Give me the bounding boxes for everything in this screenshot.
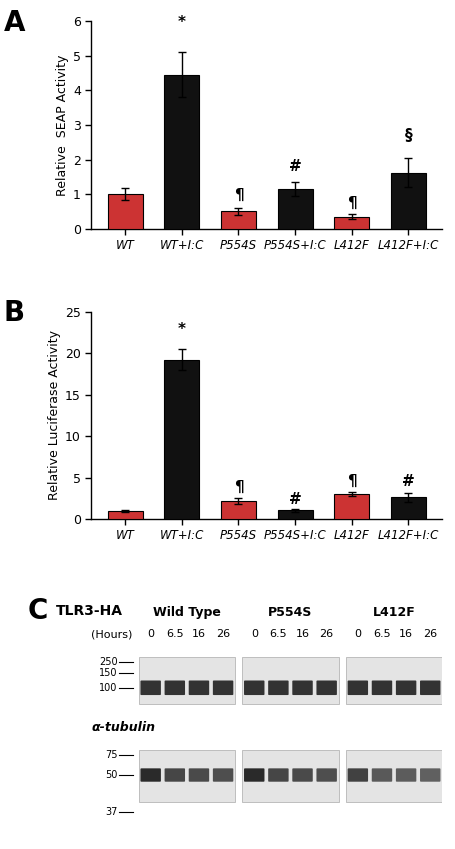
Text: *: *: [177, 323, 185, 337]
Bar: [107, 194, 142, 228]
FancyBboxPatch shape: [371, 768, 391, 782]
Text: #: #: [401, 474, 414, 488]
Text: L412F: L412F: [372, 606, 415, 619]
Text: 16: 16: [192, 629, 206, 639]
Text: 37: 37: [105, 807, 117, 817]
Bar: [220, 501, 255, 519]
Bar: [242, 750, 338, 802]
Text: 100: 100: [99, 683, 117, 693]
Text: 0: 0: [147, 629, 154, 639]
Text: 6.5: 6.5: [269, 629, 287, 639]
FancyBboxPatch shape: [243, 681, 264, 695]
Text: 26: 26: [422, 629, 436, 639]
Bar: [107, 511, 142, 519]
Text: ¶: ¶: [346, 196, 356, 211]
Text: 26: 26: [216, 629, 230, 639]
Text: C: C: [28, 597, 48, 625]
Bar: [220, 211, 255, 228]
Bar: [138, 657, 235, 705]
Bar: [345, 750, 441, 802]
Text: 75: 75: [105, 750, 117, 760]
FancyBboxPatch shape: [292, 768, 312, 782]
Text: 50: 50: [105, 770, 117, 780]
Text: 16: 16: [295, 629, 309, 639]
Bar: [242, 657, 338, 705]
Text: A: A: [4, 8, 25, 37]
FancyBboxPatch shape: [212, 681, 233, 695]
FancyBboxPatch shape: [316, 768, 336, 782]
Bar: [138, 750, 235, 802]
FancyBboxPatch shape: [268, 768, 288, 782]
Text: 6.5: 6.5: [166, 629, 183, 639]
Bar: [334, 216, 369, 228]
FancyBboxPatch shape: [347, 768, 367, 782]
Text: TLR3-HA: TLR3-HA: [56, 604, 123, 618]
FancyBboxPatch shape: [140, 768, 161, 782]
FancyBboxPatch shape: [292, 681, 312, 695]
Bar: [277, 189, 312, 228]
Text: 150: 150: [99, 668, 117, 678]
FancyBboxPatch shape: [212, 768, 233, 782]
Text: §: §: [404, 127, 411, 143]
Text: 26: 26: [319, 629, 333, 639]
FancyBboxPatch shape: [316, 681, 336, 695]
Text: P554S: P554S: [268, 606, 312, 619]
Text: B: B: [4, 299, 25, 327]
Text: (Hours): (Hours): [91, 629, 132, 639]
Bar: [164, 75, 199, 228]
Text: ¶: ¶: [233, 188, 243, 203]
FancyBboxPatch shape: [419, 681, 440, 695]
FancyBboxPatch shape: [371, 681, 391, 695]
Text: 16: 16: [398, 629, 412, 639]
Text: #: #: [288, 492, 301, 508]
Text: ¶: ¶: [233, 480, 243, 494]
Bar: [277, 510, 312, 519]
Text: 0: 0: [250, 629, 257, 639]
Bar: [334, 494, 369, 519]
Y-axis label: Relative  SEAP Activity: Relative SEAP Activity: [56, 54, 68, 195]
FancyBboxPatch shape: [164, 768, 185, 782]
Text: 0: 0: [354, 629, 360, 639]
Y-axis label: Relative Luciferase Activity: Relative Luciferase Activity: [48, 330, 61, 500]
FancyBboxPatch shape: [243, 768, 264, 782]
FancyBboxPatch shape: [419, 768, 440, 782]
FancyBboxPatch shape: [395, 681, 415, 695]
Text: 6.5: 6.5: [372, 629, 390, 639]
Bar: [164, 360, 199, 519]
Text: #: #: [288, 160, 301, 174]
Bar: [390, 498, 425, 519]
Text: α-tubulin: α-tubulin: [91, 721, 155, 734]
FancyBboxPatch shape: [347, 681, 367, 695]
Text: Wild Type: Wild Type: [152, 606, 220, 619]
FancyBboxPatch shape: [395, 768, 415, 782]
Bar: [390, 172, 425, 228]
FancyBboxPatch shape: [188, 681, 209, 695]
Text: ¶: ¶: [346, 475, 356, 489]
FancyBboxPatch shape: [188, 768, 209, 782]
Bar: [345, 657, 441, 705]
FancyBboxPatch shape: [268, 681, 288, 695]
FancyBboxPatch shape: [140, 681, 161, 695]
FancyBboxPatch shape: [164, 681, 185, 695]
Text: *: *: [177, 15, 185, 30]
Text: 250: 250: [99, 657, 117, 667]
